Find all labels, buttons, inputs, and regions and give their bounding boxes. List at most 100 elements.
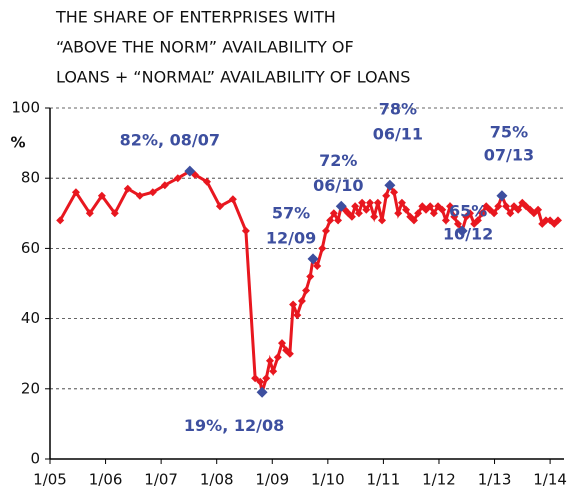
annotation: 07/13 [484,145,534,164]
annotation: 75% [490,122,528,141]
x-tick-label: 1/11 [367,471,401,489]
data-point [429,209,438,218]
data-point [426,202,435,211]
data-point [273,353,282,362]
x-tick-label: 1/07 [144,471,178,489]
highlight-marker [335,200,347,212]
data-point [228,195,237,204]
x-tick-label: 1/13 [478,471,512,489]
data-point [329,209,338,218]
data-point [285,349,294,358]
data-point [277,339,286,348]
annotation: 57% [272,203,310,222]
data-point [402,205,411,214]
data-point [494,202,503,211]
data-point [414,209,423,218]
data-point [85,209,94,218]
data-point [514,205,523,214]
data-point [553,216,562,225]
y-tick-label: 0 [30,450,40,468]
data-point [365,198,374,207]
data-point [465,209,474,218]
data-point [71,188,80,197]
data-point [297,297,306,306]
data-point [351,202,360,211]
data-point [160,181,169,190]
data-point [409,216,418,225]
x-tick-label: 1/14 [533,471,567,489]
x-tick-label: 1/06 [89,471,123,489]
data-point [438,205,447,214]
data-point [347,212,356,221]
data-point [334,216,343,225]
data-point [358,198,367,207]
annotation: 19%, 12/08 [184,416,284,435]
data-point [110,209,119,218]
chart-title: THE SHARE OF ENTERPRISES WITH [55,8,336,27]
data-point [262,374,271,383]
annotation: 12/09 [266,228,316,247]
data-point [506,209,515,218]
data-point [534,205,543,214]
y-tick-label: 20 [21,379,40,397]
data-point [97,191,106,200]
data-point [397,198,406,207]
annotation: 10/12 [443,224,493,243]
data-point [241,226,250,235]
highlight-marker [307,253,319,265]
data-point [450,212,459,221]
data-point [453,219,462,228]
data-point [269,367,278,376]
data-point [478,209,487,218]
data-point [306,272,315,281]
chart-title: LOANS + “NORMAL” AVAILABILITY OF LOANS [56,68,410,87]
highlight-marker [184,165,196,177]
data-point [370,212,379,221]
highlight-marker [256,386,268,398]
annotation: 65% [449,201,487,220]
x-tick-label: 1/10 [311,471,345,489]
highlight-marker [456,225,468,237]
data-line [58,169,560,393]
data-point [173,174,182,183]
data-point [135,191,144,200]
data-point [354,209,363,218]
data-point [362,205,371,214]
x-tick-label: 1/08 [200,471,234,489]
data-point [202,177,211,186]
data-point [382,191,391,200]
data-point [56,216,65,225]
y-axis-label: % [10,134,25,152]
data-point [256,377,265,386]
highlight-marker [384,179,396,191]
data-point [490,209,499,218]
data-point [215,202,224,211]
highlight-marker [496,190,508,202]
annotation: 82%, 08/07 [120,131,220,150]
y-tick-label: 100 [11,99,40,117]
data-point [441,216,450,225]
x-tick-label: 1/09 [255,471,289,489]
annotation: 06/11 [373,125,423,144]
x-tick-label: 1/12 [422,471,456,489]
data-point [148,188,157,197]
data-point [446,202,455,211]
annotation: 72% [319,151,357,170]
data-point [373,198,382,207]
data-point [289,300,298,309]
data-point [390,188,399,197]
data-point [394,209,403,218]
data-point [302,286,311,295]
chart-title: “ABOVE THE NORM” AVAILABILITY OF [56,38,354,57]
data-point [326,216,335,225]
y-tick-label: 80 [21,169,40,187]
y-tick-label: 60 [21,239,40,257]
data-point [318,244,327,253]
data-point [321,226,330,235]
data-point [502,202,511,211]
data-point [541,216,550,225]
data-point [251,374,260,383]
data-point [378,216,387,225]
data-point [293,311,302,320]
